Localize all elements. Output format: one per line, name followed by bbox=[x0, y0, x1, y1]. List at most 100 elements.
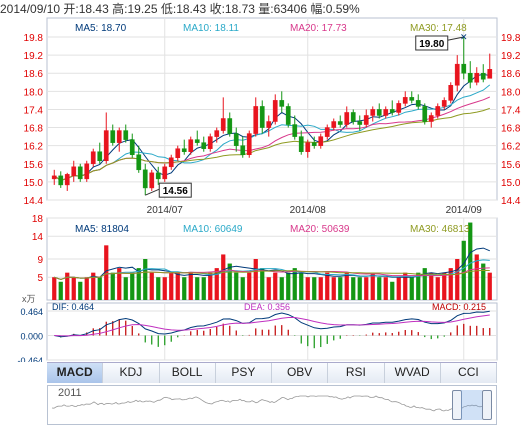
volume-bar bbox=[78, 281, 83, 300]
low-value: 18.43 bbox=[176, 2, 207, 16]
volume-bar bbox=[253, 259, 258, 300]
low-label: 低: bbox=[160, 2, 177, 16]
candle-body bbox=[480, 72, 486, 80]
candle-body bbox=[331, 121, 337, 128]
volume-bar bbox=[123, 277, 128, 300]
volume-bar bbox=[169, 272, 174, 300]
volume-bar bbox=[422, 268, 427, 300]
volume-bar bbox=[455, 259, 460, 300]
candle-body bbox=[396, 103, 402, 113]
candle-body bbox=[116, 130, 122, 143]
volume-bar bbox=[338, 277, 343, 300]
candle-body bbox=[175, 148, 181, 158]
nav-right-handle[interactable] bbox=[482, 390, 492, 420]
volume-bar bbox=[175, 272, 180, 300]
volume-bar bbox=[149, 272, 154, 300]
volume-bar bbox=[286, 272, 291, 300]
tab-psy[interactable]: PSY bbox=[215, 363, 272, 383]
volume-bar bbox=[65, 272, 70, 300]
volume-ma30-line bbox=[54, 269, 490, 281]
price-tick-right: 19.2 bbox=[501, 51, 521, 62]
price-tick-left: 19.2 bbox=[24, 51, 44, 62]
volume-bar bbox=[448, 268, 453, 300]
month-label: 2014/08 bbox=[290, 205, 327, 216]
volume-bar bbox=[292, 268, 297, 300]
candle-body bbox=[383, 109, 389, 116]
open-label: 开: bbox=[63, 2, 79, 16]
candle-body bbox=[357, 121, 363, 125]
volume-bar bbox=[266, 277, 271, 300]
volume-bar bbox=[357, 277, 362, 300]
candle-body bbox=[350, 112, 356, 122]
tab-cci[interactable]: CCI bbox=[440, 363, 497, 383]
volume-bar bbox=[227, 263, 232, 300]
volume-bar bbox=[104, 245, 109, 300]
macd-legend-item: DEA: 0.356 bbox=[244, 302, 290, 312]
tab-macd[interactable]: MACD bbox=[47, 363, 104, 383]
volume-bar bbox=[279, 277, 284, 300]
price-ma30-line bbox=[54, 107, 490, 181]
price-tick-right: 16.2 bbox=[501, 142, 521, 153]
volume-label: 量: bbox=[258, 2, 274, 16]
candle-body bbox=[123, 130, 129, 140]
candle-body bbox=[370, 109, 376, 116]
volume-bar bbox=[370, 272, 375, 300]
tab-kdj[interactable]: KDJ bbox=[103, 363, 160, 383]
candle-body bbox=[51, 175, 57, 180]
nav-selection-window[interactable] bbox=[461, 390, 482, 420]
volume-bar bbox=[351, 277, 356, 300]
candle-body bbox=[129, 139, 135, 155]
tab-obv[interactable]: OBV bbox=[272, 363, 329, 383]
candle-body bbox=[305, 142, 311, 152]
volume-bar bbox=[234, 272, 239, 300]
volume-bar bbox=[435, 277, 440, 300]
candle-body bbox=[246, 133, 252, 155]
candle-body bbox=[207, 136, 213, 149]
candle-body bbox=[487, 69, 493, 79]
volume-tick: 5 bbox=[37, 273, 43, 284]
volume-bar bbox=[58, 281, 63, 300]
candle-body bbox=[233, 133, 239, 146]
candle-body bbox=[298, 136, 304, 152]
price-tick-left: 15.6 bbox=[24, 160, 44, 171]
candle-body bbox=[409, 97, 415, 101]
price-tick-left: 17.4 bbox=[24, 105, 44, 116]
price-legend-item: MA10: 18.11 bbox=[183, 23, 239, 34]
volume-bar bbox=[247, 272, 252, 300]
candle-body bbox=[110, 130, 116, 143]
volume-bar bbox=[416, 272, 421, 300]
volume-bar bbox=[344, 272, 349, 300]
candle-body bbox=[84, 163, 90, 180]
price-tick-left: 19.8 bbox=[24, 33, 44, 44]
volume-value: 63406 bbox=[273, 2, 307, 16]
volume-bar bbox=[383, 277, 388, 300]
candle-body bbox=[214, 130, 220, 137]
price-legend-item: MA30: 17.48 bbox=[410, 23, 467, 34]
candle-body bbox=[181, 148, 187, 152]
volume-bar bbox=[52, 277, 57, 300]
tab-wvad[interactable]: WVAD bbox=[384, 363, 441, 383]
low-marker-label: 14.56 bbox=[163, 186, 188, 197]
stock-chart[interactable]: 19.8 19.8 19.2 19.2 18.6 18.6 18.0 18.0 17.4 17.4… bbox=[0, 0, 524, 362]
volume-bar bbox=[84, 277, 89, 300]
tab-rsi[interactable]: RSI bbox=[328, 363, 385, 383]
candle-body bbox=[58, 175, 64, 186]
candle-body bbox=[64, 174, 70, 186]
candle-body bbox=[318, 136, 324, 146]
volume-bar bbox=[162, 277, 167, 300]
tab-boll[interactable]: BOLL bbox=[159, 363, 216, 383]
candle-body bbox=[292, 124, 298, 137]
candle-body bbox=[389, 109, 395, 113]
high-value: 19.25 bbox=[127, 2, 158, 16]
volume-bar bbox=[429, 272, 434, 300]
volume-bar bbox=[208, 272, 213, 300]
nav-left-handle[interactable] bbox=[452, 390, 462, 420]
price-tick-right: 15.6 bbox=[501, 160, 521, 171]
volume-bar bbox=[143, 259, 148, 300]
volume-bar bbox=[97, 277, 102, 300]
volume-bar bbox=[299, 272, 304, 300]
price-tick-right: 17.4 bbox=[501, 105, 521, 116]
date-navigator[interactable]: 2011 bbox=[47, 385, 497, 425]
volume-bar bbox=[403, 272, 408, 300]
candle-body bbox=[435, 106, 441, 116]
